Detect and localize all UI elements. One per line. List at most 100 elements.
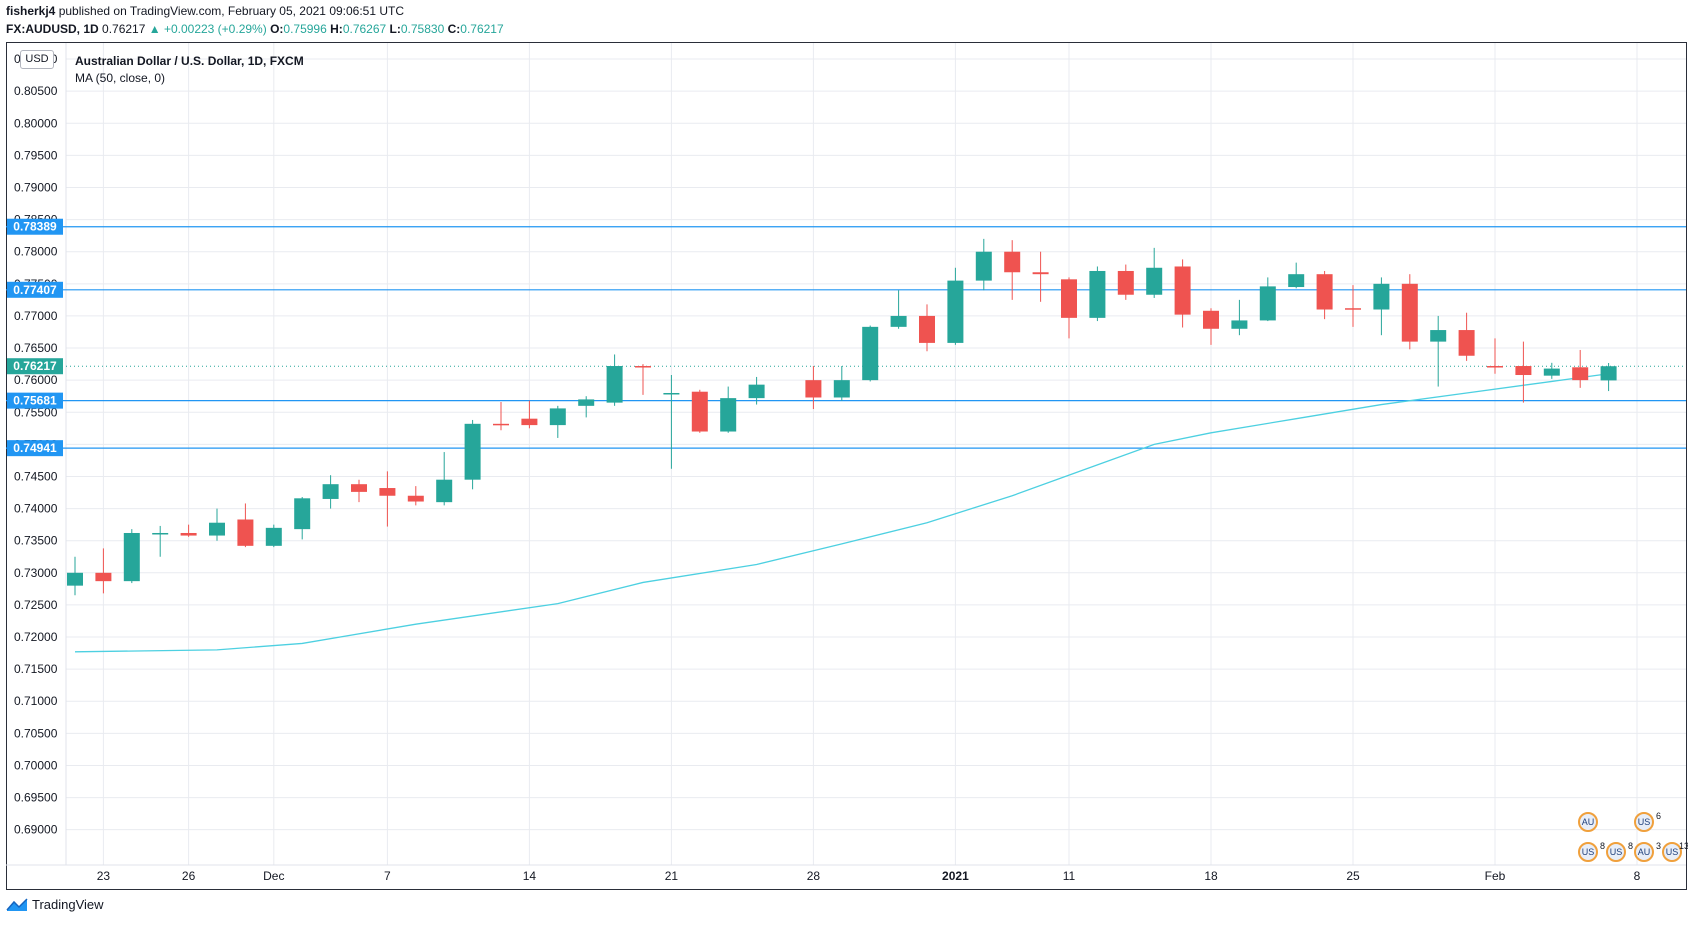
price-badge [7, 281, 63, 298]
candle-body [493, 423, 509, 426]
x-tick-label: 23 [97, 869, 111, 883]
candle [1600, 363, 1617, 392]
price-change: ▲ +0.00223 (+0.29%) [148, 22, 267, 36]
candle [209, 508, 225, 541]
y-tick-label: 0.77000 [14, 309, 58, 323]
candle-body [635, 366, 651, 368]
candle-body [919, 315, 935, 343]
candle-body [1004, 251, 1021, 273]
candle [919, 304, 935, 352]
y-tick-label: 0.70500 [14, 726, 58, 740]
candle-body [464, 423, 481, 480]
candle-body [1288, 274, 1305, 288]
candle-body [1515, 366, 1532, 376]
candle [748, 376, 765, 405]
australia-event-flag-icon[interactable]: AU 3 [1634, 841, 1661, 862]
candle-body [1203, 310, 1219, 329]
candle-body [1061, 279, 1077, 318]
price-badge [7, 440, 63, 457]
x-tick-label: 11 [1063, 869, 1076, 883]
moving-average-line [74, 373, 1609, 653]
currency-button[interactable]: USD [20, 50, 54, 69]
price-badge-label: 0.76217 [13, 359, 57, 373]
candle-body [1600, 366, 1617, 381]
y-tick-label: 0.79500 [14, 148, 58, 162]
candle [549, 405, 566, 438]
y-tick-label: 0.76500 [14, 341, 58, 355]
y-tick-label: 0.74000 [14, 502, 58, 516]
candle-body [890, 315, 907, 327]
y-tick-label: 0.72000 [14, 630, 58, 644]
x-tick-label: 14 [523, 869, 537, 883]
chart-legend: Australian Dollar / U.S. Dollar, 1D, FXC… [75, 53, 304, 87]
candle [1572, 349, 1589, 388]
candle [407, 486, 424, 506]
candle [1345, 285, 1361, 327]
y-tick-label: 0.69000 [14, 823, 58, 837]
event-count: 6 [1655, 811, 1661, 821]
chart-frame [6, 42, 1687, 890]
usa-event-flag-icon[interactable]: US 6 [1634, 811, 1661, 832]
candle-body [436, 479, 453, 503]
tradingview-footer[interactable]: TradingView [6, 897, 104, 912]
candle-body [521, 418, 538, 426]
price-badge-label: 0.78389 [13, 220, 57, 234]
candle-body [1430, 330, 1447, 342]
publisher-name: fisherkj4 [6, 4, 56, 18]
candle [720, 386, 737, 433]
candle-body [152, 532, 169, 535]
y-tick-label: 0.72500 [14, 598, 58, 612]
candle [1430, 315, 1447, 387]
legend-indicator: MA (50, close, 0) [75, 71, 166, 85]
y-tick-label: 0.71000 [14, 694, 58, 708]
candle-body [1259, 286, 1276, 321]
candle [1288, 262, 1305, 289]
x-tick-label: 21 [665, 869, 679, 883]
event-count: 3 [1655, 841, 1661, 851]
candle [436, 452, 453, 506]
close-label: C: [447, 22, 461, 36]
candle-body [833, 380, 850, 398]
candle [493, 401, 509, 431]
publish-info: fisherkj4 published on TradingView.com, … [6, 4, 404, 18]
x-tick-label: 26 [182, 869, 196, 883]
candle [663, 375, 680, 469]
candle-body [1401, 283, 1418, 342]
usa-event-flag-icon[interactable]: US 8 [1606, 841, 1633, 862]
y-tick-label: 0.73500 [14, 534, 58, 548]
candle-body [1174, 266, 1191, 315]
candle-body [322, 484, 339, 499]
candle [95, 548, 112, 594]
candle-body [606, 366, 623, 403]
x-tick-label: 18 [1204, 869, 1218, 883]
candle [1543, 362, 1560, 379]
low-label: L: [389, 22, 401, 36]
published-text: published on TradingView.com, February 0… [58, 4, 405, 18]
candle-body [1231, 320, 1248, 329]
candle [265, 524, 282, 548]
candle-body [1345, 308, 1361, 310]
usa-event-flag-icon[interactable]: US 8 [1578, 841, 1605, 862]
australia-event-flag-icon[interactable]: AU [1578, 812, 1598, 832]
tradingview-logo-icon [6, 897, 28, 911]
usa-event-flag-icon[interactable]: US 13 [1662, 841, 1688, 862]
candle-body [1543, 368, 1560, 376]
candle-body [1487, 366, 1503, 368]
candle [635, 364, 651, 395]
candle-body [351, 484, 367, 492]
candle [237, 503, 254, 548]
candle [1515, 341, 1532, 403]
candle-body [95, 572, 112, 582]
candle [1146, 247, 1163, 298]
candle [1231, 299, 1248, 336]
candle-body [1146, 267, 1163, 295]
candle-body [975, 251, 992, 281]
ohlc-header: FX:AUDUSD, 1D 0.76217 ▲ +0.00223 (+0.29%… [6, 22, 504, 36]
candle-body [1458, 330, 1475, 356]
y-tick-label: 0.74500 [14, 469, 58, 483]
x-tick-label: 7 [384, 869, 391, 883]
candle [862, 325, 879, 382]
candle-body [1117, 270, 1134, 295]
y-tick-label: 0.78000 [14, 245, 58, 259]
